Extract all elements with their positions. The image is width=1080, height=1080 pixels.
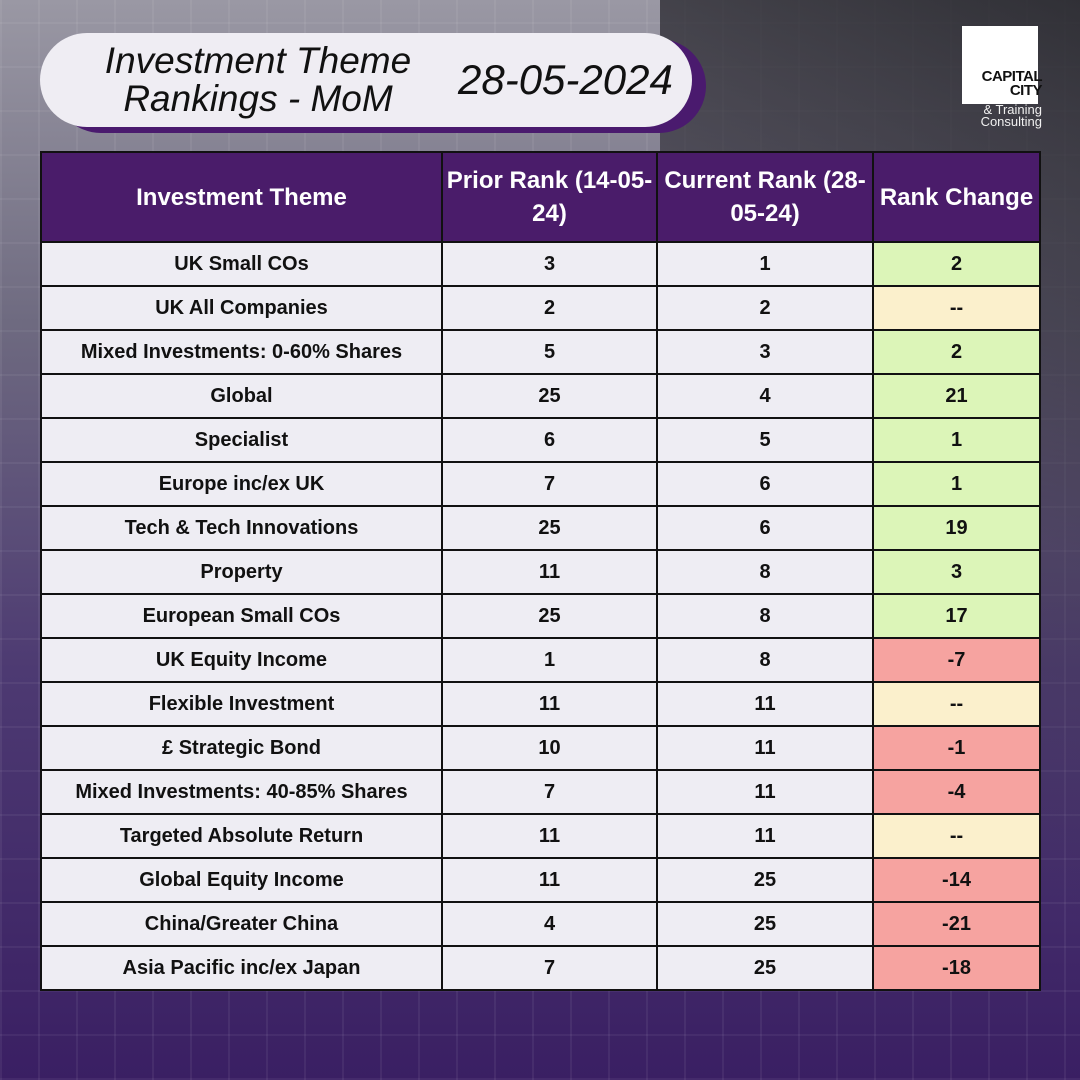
table-header-row: Investment Theme Prior Rank (14-05-24) C… — [40, 151, 1041, 243]
table-row: Global 25 4 21 — [40, 373, 1041, 419]
cell-current-rank: 25 — [656, 901, 874, 947]
cell-theme: Europe inc/ex UK — [40, 461, 443, 507]
cell-rank-change: 2 — [872, 241, 1041, 287]
table-row: Specialist 6 5 1 — [40, 417, 1041, 463]
cell-rank-change: -1 — [872, 725, 1041, 771]
table-row: Asia Pacific inc/ex Japan 7 25 -18 — [40, 945, 1041, 991]
col-header-theme: Investment Theme — [40, 151, 443, 243]
cell-rank-change: 1 — [872, 461, 1041, 507]
cell-prior-rank: 7 — [441, 461, 658, 507]
table-row: Mixed Investments: 40-85% Shares 7 11 -4 — [40, 769, 1041, 815]
table-row: UK Equity Income 1 8 -7 — [40, 637, 1041, 683]
cell-current-rank: 11 — [656, 725, 874, 771]
cell-current-rank: 5 — [656, 417, 874, 463]
col-header-prior-rank: Prior Rank (14-05-24) — [441, 151, 658, 243]
cell-prior-rank: 25 — [441, 373, 658, 419]
cell-rank-change: 1 — [872, 417, 1041, 463]
page-title: Investment Theme Rankings - MoM — [104, 40, 412, 119]
cell-current-rank: 11 — [656, 769, 874, 815]
cell-prior-rank: 7 — [441, 945, 658, 991]
cell-theme: UK Small COs — [40, 241, 443, 287]
logo-subtitle: & Training Consulting — [980, 102, 1042, 129]
cell-current-rank: 1 — [656, 241, 874, 287]
table-row: Mixed Investments: 0-60% Shares 5 3 2 — [40, 329, 1041, 375]
cell-theme: UK Equity Income — [40, 637, 443, 683]
cell-prior-rank: 11 — [441, 813, 658, 859]
cell-current-rank: 25 — [656, 857, 874, 903]
cell-rank-change: 17 — [872, 593, 1041, 639]
cell-prior-rank: 1 — [441, 637, 658, 683]
cell-rank-change: -- — [872, 813, 1041, 859]
company-logo: CAPITAL CITY & Training Consulting — [962, 26, 1043, 134]
cell-current-rank: 8 — [656, 637, 874, 683]
cell-prior-rank: 25 — [441, 505, 658, 551]
cell-current-rank: 8 — [656, 549, 874, 595]
cell-current-rank: 8 — [656, 593, 874, 639]
col-header-rank-change: Rank Change — [872, 151, 1041, 243]
cell-theme: Specialist — [40, 417, 443, 463]
cell-rank-change: -14 — [872, 857, 1041, 903]
cell-prior-rank: 11 — [441, 857, 658, 903]
table-row: Tech & Tech Innovations 25 6 19 — [40, 505, 1041, 551]
cell-current-rank: 2 — [656, 285, 874, 331]
report-date: 28-05-2024 — [458, 56, 673, 103]
cell-rank-change: -18 — [872, 945, 1041, 991]
cell-theme: European Small COs — [40, 593, 443, 639]
cell-prior-rank: 2 — [441, 285, 658, 331]
cell-current-rank: 6 — [656, 461, 874, 507]
cell-prior-rank: 5 — [441, 329, 658, 375]
cell-current-rank: 6 — [656, 505, 874, 551]
cell-rank-change: -21 — [872, 901, 1041, 947]
cell-theme: Asia Pacific inc/ex Japan — [40, 945, 443, 991]
cell-prior-rank: 7 — [441, 769, 658, 815]
cell-rank-change: 21 — [872, 373, 1041, 419]
cell-rank-change: 19 — [872, 505, 1041, 551]
table-row: UK All Companies 2 2 -- — [40, 285, 1041, 331]
cell-prior-rank: 10 — [441, 725, 658, 771]
cell-theme: Flexible Investment — [40, 681, 443, 727]
table-row: China/Greater China 4 25 -21 — [40, 901, 1041, 947]
cell-prior-rank: 4 — [441, 901, 658, 947]
cell-theme: Property — [40, 549, 443, 595]
table-body: UK Small COs 3 1 2 UK All Companies 2 2 -- Mixed… — [40, 241, 1041, 991]
table-row: Targeted Absolute Return 11 11 -- — [40, 813, 1041, 859]
cell-rank-change: -- — [872, 285, 1041, 331]
cell-prior-rank: 11 — [441, 549, 658, 595]
cell-theme: China/Greater China — [40, 901, 443, 947]
cell-theme: Targeted Absolute Return — [40, 813, 443, 859]
cell-prior-rank: 6 — [441, 417, 658, 463]
table-row: Property 11 8 3 — [40, 549, 1041, 595]
cell-current-rank: 25 — [656, 945, 874, 991]
col-header-current-rank: Current Rank (28-05-24) — [656, 151, 874, 243]
cell-prior-rank: 11 — [441, 681, 658, 727]
table-row: £ Strategic Bond 10 11 -1 — [40, 725, 1041, 771]
rankings-table: Investment Theme Prior Rank (14-05-24) C… — [40, 151, 1041, 991]
title-card: Investment Theme Rankings - MoM 28-05-20… — [40, 33, 692, 127]
cell-theme: Global Equity Income — [40, 857, 443, 903]
cell-theme: Tech & Tech Innovations — [40, 505, 443, 551]
cell-theme: Mixed Investments: 0-60% Shares — [40, 329, 443, 375]
cell-current-rank: 4 — [656, 373, 874, 419]
logo-name: CAPITAL CITY — [981, 68, 1043, 99]
cell-current-rank: 3 — [656, 329, 874, 375]
table-row: Flexible Investment 11 11 -- — [40, 681, 1041, 727]
cell-rank-change: 2 — [872, 329, 1041, 375]
cell-theme: UK All Companies — [40, 285, 443, 331]
logo-box — [962, 26, 1038, 104]
cell-rank-change: -- — [872, 681, 1041, 727]
cell-rank-change: 3 — [872, 549, 1041, 595]
cell-prior-rank: 3 — [441, 241, 658, 287]
cell-current-rank: 11 — [656, 813, 874, 859]
cell-theme: £ Strategic Bond — [40, 725, 443, 771]
cell-rank-change: -7 — [872, 637, 1041, 683]
table-row: UK Small COs 3 1 2 — [40, 241, 1041, 287]
cell-current-rank: 11 — [656, 681, 874, 727]
table-row: European Small COs 25 8 17 — [40, 593, 1041, 639]
cell-theme: Global — [40, 373, 443, 419]
cell-theme: Mixed Investments: 40-85% Shares — [40, 769, 443, 815]
cell-rank-change: -4 — [872, 769, 1041, 815]
table-row: Global Equity Income 11 25 -14 — [40, 857, 1041, 903]
cell-prior-rank: 25 — [441, 593, 658, 639]
table-row: Europe inc/ex UK 7 6 1 — [40, 461, 1041, 507]
